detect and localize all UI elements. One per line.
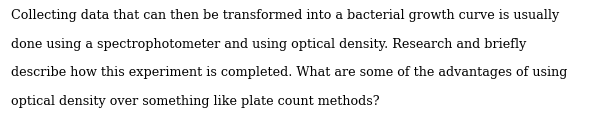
- Text: done using a spectrophotometer and using optical density. Research and briefly: done using a spectrophotometer and using…: [11, 38, 526, 51]
- Text: Collecting data that can then be transformed into a bacterial growth curve is us: Collecting data that can then be transfo…: [11, 9, 559, 22]
- Text: describe how this experiment is completed. What are some of the advantages of us: describe how this experiment is complete…: [11, 66, 567, 79]
- Text: optical density over something like plate count methods?: optical density over something like plat…: [11, 95, 379, 108]
